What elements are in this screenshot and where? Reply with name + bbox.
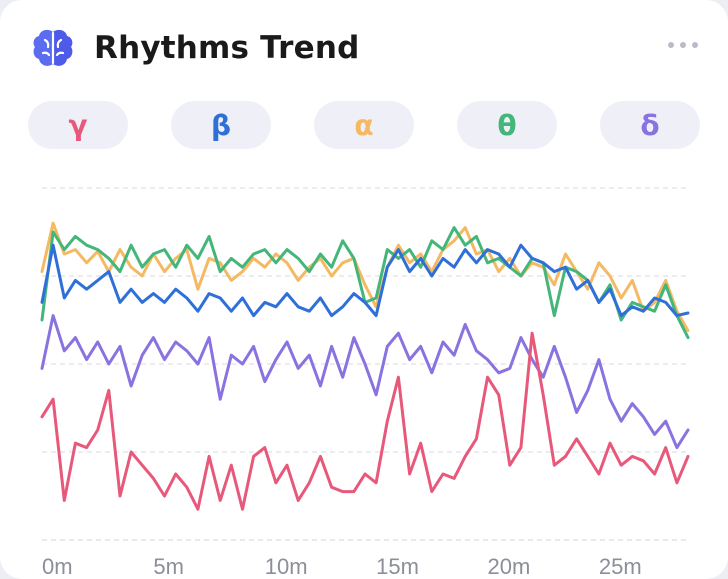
x-tick-label: 15m [376,554,419,579]
x-tick-label: 10m [265,554,308,579]
x-tick-label: 5m [153,554,184,579]
brain-icon [33,29,73,66]
tab-theta[interactable]: θ [457,101,557,149]
rhythms-line-chart: 0m 5m 10m 15m 20m 25m [40,187,690,579]
series-line-δ [40,314,690,450]
x-tick-label: 20m [488,554,531,579]
tab-alpha[interactable]: α [314,101,414,149]
series-line-β [40,243,690,318]
chart-series [40,221,690,511]
series-line-α [40,221,690,333]
more-horizontal-icon[interactable] [666,40,700,50]
tab-gamma[interactable]: γ [28,101,128,149]
card-header: Rhythms Trend [30,22,700,78]
tab-alpha-label: α [354,108,374,142]
x-tick-label: 25m [599,554,642,579]
x-axis-ticks: 0m 5m 10m 15m 20m 25m [42,554,642,579]
tab-gamma-label: γ [68,108,88,142]
tab-beta[interactable]: β [171,101,271,149]
tab-beta-label: β [210,108,232,142]
card-title: Rhythms Trend [94,30,360,66]
tab-theta-label: θ [497,108,517,142]
series-line-γ [40,331,690,511]
x-tick-label: 0m [42,554,73,579]
rhythm-tabs: γ β α θ δ [28,101,702,149]
tab-delta[interactable]: δ [600,101,700,149]
tab-delta-label: δ [640,108,660,142]
